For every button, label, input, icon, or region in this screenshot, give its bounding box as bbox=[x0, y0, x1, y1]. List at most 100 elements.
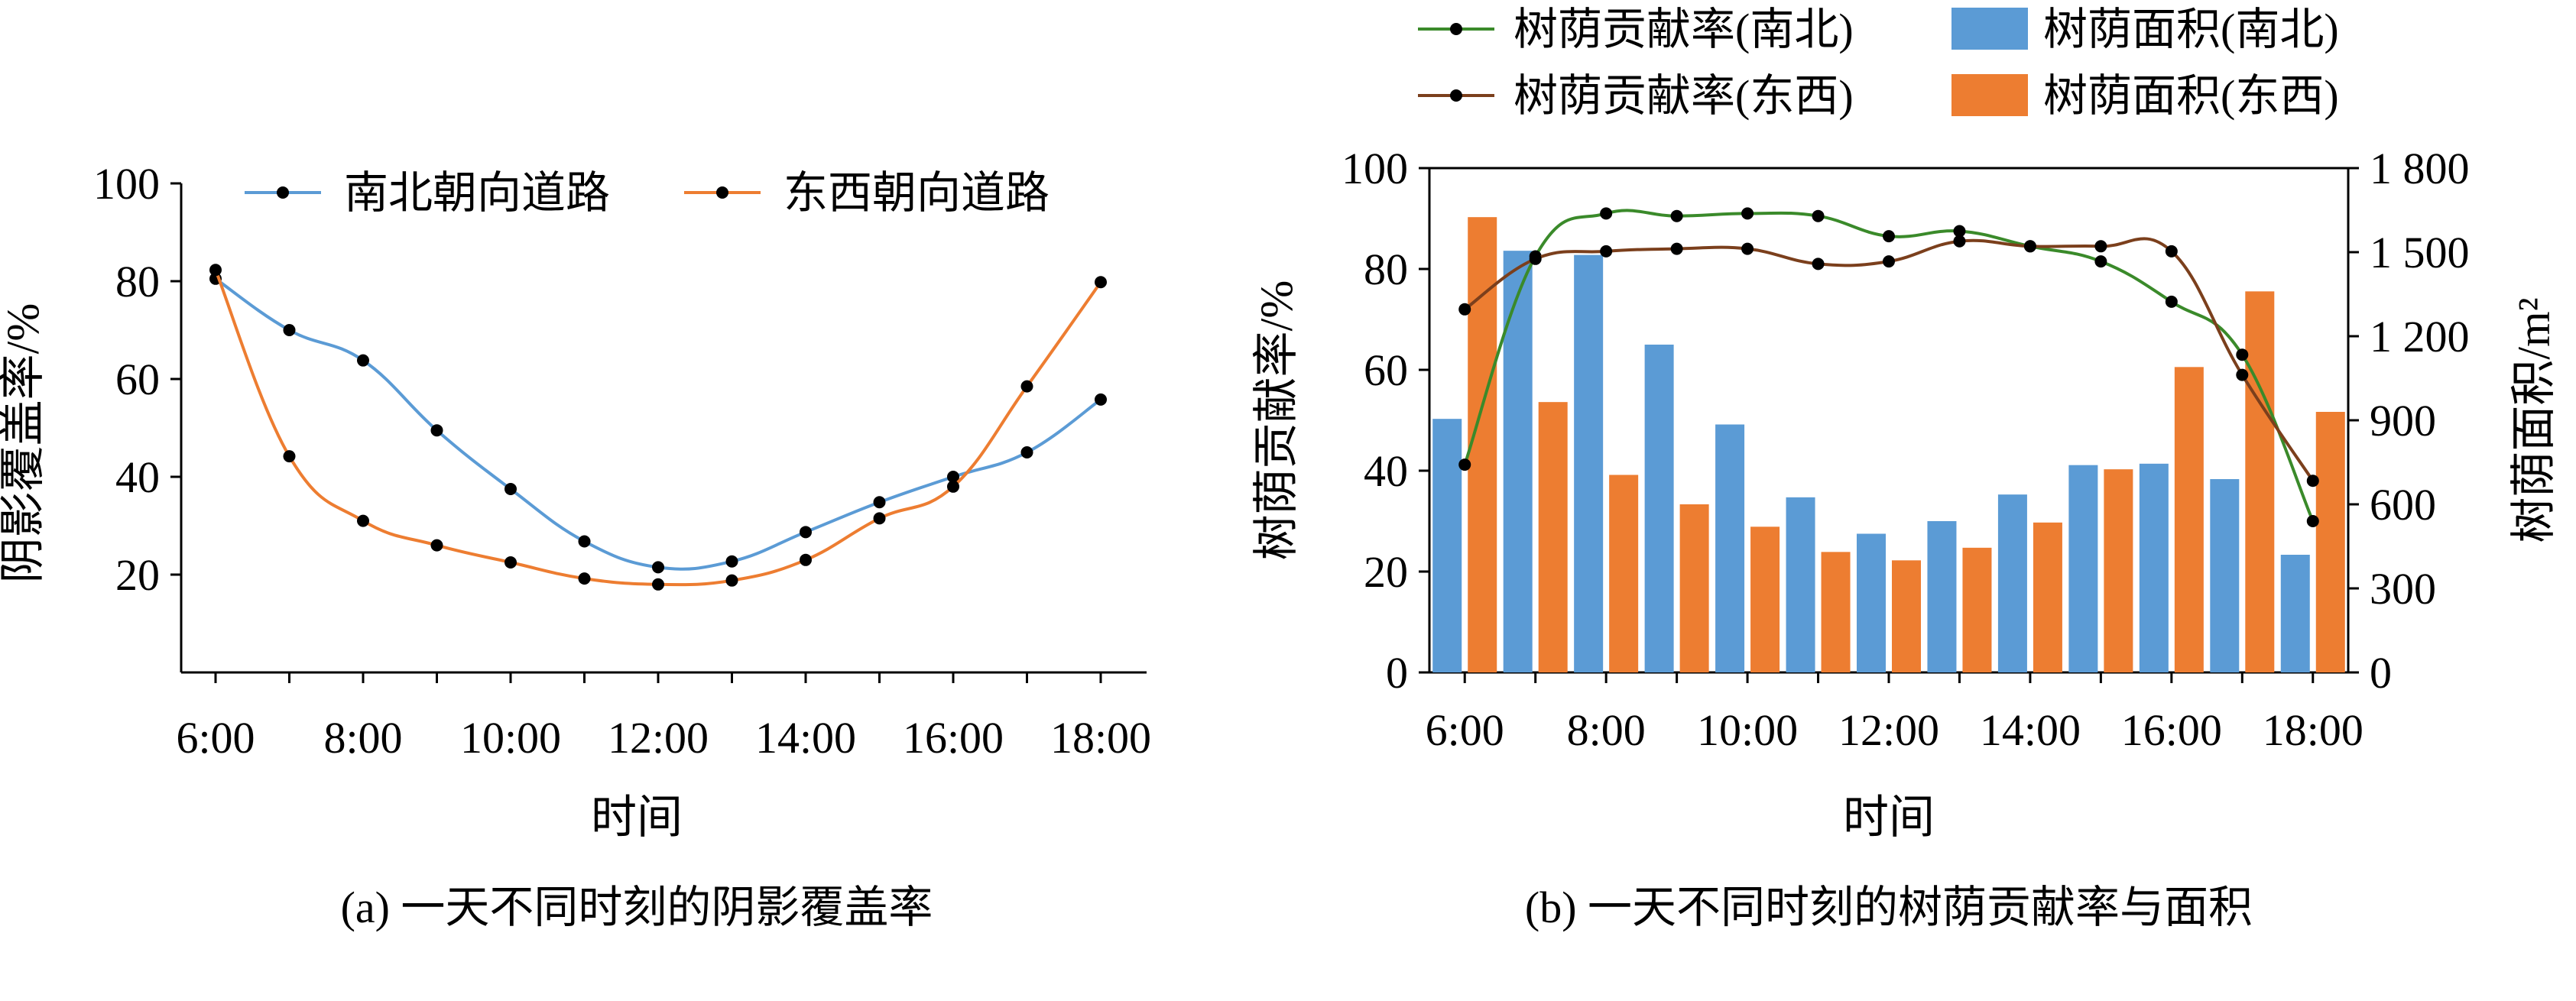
chart-b-y2-tick-label: 1 800 bbox=[2370, 144, 2470, 193]
chart-a-series-point-1 bbox=[1020, 380, 1033, 393]
chart-b-bar-1 bbox=[1750, 526, 1780, 672]
chart-a-series-point-1 bbox=[873, 512, 886, 525]
chart-b-legend-label-rate-ew: 树荫贡献率(东西) bbox=[1513, 71, 1854, 121]
chart-a-x-tick-label: 10:00 bbox=[460, 713, 561, 763]
chart-a-y-tick-label: 60 bbox=[115, 355, 160, 404]
chart-a-series-point-1 bbox=[800, 553, 812, 566]
chart-a-series-point-0 bbox=[873, 496, 886, 509]
chart-b-y2-ticks: 0 300 600 900 1 200 1 500 1 800 bbox=[2348, 144, 2470, 698]
chart-b-rate-point-1 bbox=[2165, 245, 2178, 258]
chart-b-bar-1 bbox=[1538, 402, 1568, 672]
chart-b-x-ticks: 6:00 8:00 10:00 12:00 14:00 16:00 18:00 bbox=[1426, 672, 2363, 755]
chart-b-legend: 树荫贡献率(南北) 树荫面积(南北) 树荫贡献率(东西) 树荫面积(东西) bbox=[1418, 5, 2339, 121]
chart-a-series-point-0 bbox=[357, 354, 369, 367]
chart-b-x-tick-label: 10:00 bbox=[1697, 705, 1798, 755]
chart-b-legend-label-rate-ns: 树荫贡献率(南北) bbox=[1513, 5, 1854, 54]
chart-a-legend: 南北朝向道路 东西朝向道路 bbox=[245, 168, 1050, 218]
chart-a-series-point-0 bbox=[430, 424, 443, 437]
chart-a-legend-item-ew: 东西朝向道路 bbox=[684, 168, 1050, 218]
chart-b-rate-point-1 bbox=[1529, 252, 1542, 265]
chart-a-series-point-1 bbox=[209, 264, 222, 277]
chart-a-series-point-1 bbox=[947, 480, 959, 493]
chart-b-x-tick-label: 8:00 bbox=[1567, 705, 1646, 755]
chart-b-legend-item-area-ns: 树荫面积(南北) bbox=[1951, 5, 2339, 54]
chart-a: 20 40 60 80 100 6:00 8:00 10:00 12:00 14:00 16:00… bbox=[0, 159, 1151, 932]
chart-a-legend-marker-ew bbox=[716, 186, 728, 199]
chart-a-x-axis-label: 时间 bbox=[591, 792, 683, 843]
chart-b-bar-0 bbox=[1857, 533, 1886, 672]
chart-b-rate-point-0 bbox=[2165, 295, 2178, 308]
chart-a-series-point-0 bbox=[947, 471, 959, 483]
chart-b-legend-label-area-ew: 树荫面积(东西) bbox=[2043, 71, 2339, 121]
chart-b-rate-point-0 bbox=[2306, 515, 2319, 527]
chart-b-y2-axis-label: 树荫面积/m² bbox=[2509, 297, 2559, 543]
chart-b-bar-1 bbox=[1609, 475, 1639, 672]
chart-b-bar-0 bbox=[2210, 479, 2240, 672]
chart-b-y2-tick-label: 900 bbox=[2370, 396, 2436, 445]
chart-a-series-line-1 bbox=[214, 269, 1102, 587]
chart-a-x-tick-label: 14:00 bbox=[755, 713, 856, 763]
chart-b-rate-point-1 bbox=[1953, 235, 1966, 248]
chart-b-legend-marker-rate-ns bbox=[1450, 23, 1462, 35]
chart-b-y2-tick-label: 600 bbox=[2370, 480, 2436, 530]
chart-a-legend-item-ns: 南北朝向道路 bbox=[245, 168, 610, 218]
chart-a-series-point-0 bbox=[1095, 393, 1107, 406]
chart-b-bar-0 bbox=[1574, 254, 1604, 673]
chart-a-series-point-0 bbox=[652, 561, 664, 574]
chart-b-y-tick-label: 80 bbox=[1364, 245, 1408, 294]
chart-b-bar-1 bbox=[1679, 504, 1709, 672]
chart-b-bar-1 bbox=[2174, 367, 2204, 672]
chart-b-x-axis-label: 时间 bbox=[1843, 792, 1935, 843]
chart-b-rate-point-0 bbox=[1600, 207, 1613, 220]
chart-a-legend-marker-ns bbox=[277, 186, 289, 199]
chart-a-series-point-0 bbox=[800, 526, 812, 539]
chart-a-y-tick-label: 40 bbox=[115, 452, 160, 502]
chart-b-y2-tick-label: 1 500 bbox=[2370, 228, 2470, 277]
chart-b-x-tick-label: 18:00 bbox=[2263, 705, 2363, 755]
chart-a-series-line-0 bbox=[214, 277, 1102, 571]
chart-b-x-tick-label: 6:00 bbox=[1426, 705, 1504, 755]
chart-b-y2-tick-label: 300 bbox=[2370, 564, 2436, 614]
chart-b: 0 20 40 60 80 100 0 300 600 900 1 200 1 500 1 800 6… bbox=[1251, 5, 2559, 932]
chart-b-rate-point-1 bbox=[2094, 240, 2107, 253]
chart-a-x-tick-label: 12:00 bbox=[608, 713, 709, 763]
chart-b-bar-0 bbox=[2139, 463, 2169, 672]
chart-b-y-ticks: 0 20 40 60 80 100 bbox=[1342, 144, 1429, 698]
chart-b-bar-0 bbox=[1715, 424, 1745, 672]
chart-b-rate-point-1 bbox=[1812, 258, 1825, 270]
chart-b-legend-swatch-area-ew bbox=[1951, 74, 2028, 116]
chart-b-rate-point-1 bbox=[2236, 368, 2249, 381]
chart-a-series-point-1 bbox=[1095, 276, 1107, 289]
chart-b-bars bbox=[1432, 217, 2345, 673]
chart-b-y-tick-label: 100 bbox=[1342, 144, 1408, 193]
chart-a-caption: (a) 一天不同时刻的阴影覆盖率 bbox=[341, 883, 933, 932]
chart-b-bar-0 bbox=[1503, 251, 1533, 673]
chart-b-rate-point-0 bbox=[1883, 230, 1895, 243]
chart-b-bar-1 bbox=[2315, 412, 2345, 672]
chart-b-bar-0 bbox=[2280, 555, 2310, 672]
chart-b-y2-tick-label: 0 bbox=[2370, 648, 2392, 698]
chart-b-x-tick-label: 16:00 bbox=[2121, 705, 2222, 755]
chart-a-x-tick-label: 6:00 bbox=[176, 713, 255, 763]
chart-a-series-point-0 bbox=[725, 555, 738, 568]
chart-b-rate-point-0 bbox=[2236, 348, 2249, 361]
chart-b-bar-1 bbox=[1892, 560, 1921, 672]
chart-b-legend-marker-rate-ew bbox=[1450, 89, 1462, 102]
chart-a-y-tick-label: 20 bbox=[115, 550, 160, 600]
chart-a-x-tick-label: 16:00 bbox=[903, 713, 1004, 763]
chart-a-legend-label-ew: 东西朝向道路 bbox=[784, 168, 1050, 218]
chart-b-rate-point-1 bbox=[1883, 255, 1895, 268]
chart-b-legend-item-rate-ns: 树荫贡献率(南北) bbox=[1418, 5, 1854, 54]
chart-b-legend-swatch-area-ns bbox=[1951, 8, 2028, 50]
chart-b-rate-point-1 bbox=[1670, 242, 1683, 255]
chart-b-bar-1 bbox=[1962, 547, 1992, 672]
chart-a-series-point-0 bbox=[1020, 446, 1033, 458]
chart-b-rate-point-1 bbox=[1741, 242, 1754, 255]
chart-b-bar-0 bbox=[2068, 465, 2098, 672]
chart-b-rate-point-0 bbox=[1953, 225, 1966, 238]
chart-b-caption: (b) 一天不同时刻的树荫贡献率与面积 bbox=[1525, 883, 2253, 932]
chart-b-rate-point-0 bbox=[1670, 209, 1683, 222]
chart-b-bar-0 bbox=[1997, 494, 2027, 672]
chart-a-series-point-1 bbox=[283, 450, 296, 463]
